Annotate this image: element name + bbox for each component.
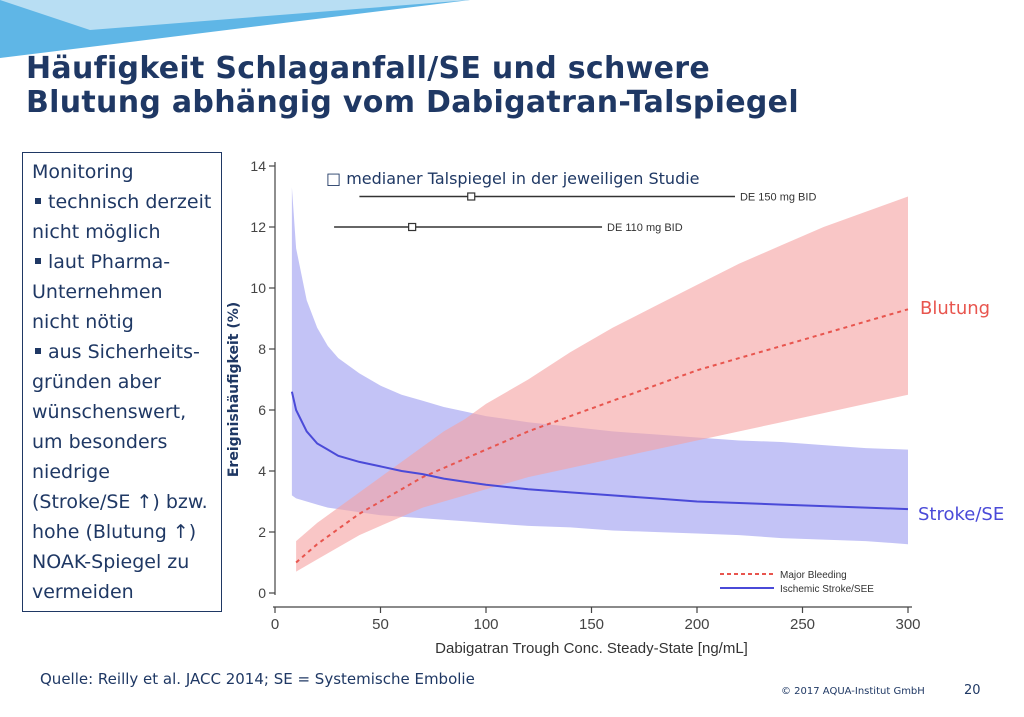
bullet-icon xyxy=(35,198,41,204)
monitoring-line: Monitoring xyxy=(32,157,221,187)
monitoring-line-text: technisch derzeit xyxy=(48,191,212,213)
page-number: 20 xyxy=(964,683,981,698)
monitoring-line-text: NOAK-Spiegel zu xyxy=(32,551,190,573)
event-rate-chart: 0 2 4 6 8 10 12 14 0 50 100 150 200 250 300 Dabigatran … xyxy=(226,158,1004,657)
bleeding-series-label: Blutung xyxy=(920,298,990,319)
slide-title-line-2: Blutung abhängig vom Dabigatran-Talspieg… xyxy=(26,85,799,120)
monitoring-line: gründen aber xyxy=(32,367,221,397)
bullet-icon xyxy=(35,348,41,354)
y-tick-label: 6 xyxy=(258,402,266,418)
monitoring-line-text: vermeiden xyxy=(32,581,134,603)
y-tick-label: 0 xyxy=(258,585,266,601)
monitoring-line: NOAK-Spiegel zu xyxy=(32,547,221,577)
monitoring-line: niedrige xyxy=(32,457,221,487)
monitoring-line-text: Unternehmen xyxy=(32,281,163,303)
median-annotation: □ medianer Talspiegel in der jeweiligen … xyxy=(326,169,700,188)
monitoring-line: hohe (Blutung ↑) xyxy=(32,517,221,547)
x-tick-label: 300 xyxy=(895,616,920,633)
bullet-icon xyxy=(35,258,41,264)
monitoring-line: aus Sicherheits- xyxy=(32,337,221,367)
y-tick-label: 10 xyxy=(250,280,266,296)
monitoring-line: wünschenswert, xyxy=(32,397,221,427)
x-tick-label: 50 xyxy=(372,616,389,633)
monitoring-line-text: um besonders xyxy=(32,431,168,453)
axes: 0 2 4 6 8 10 12 14 0 50 100 150 200 250 300 Dabigatran … xyxy=(226,158,921,657)
header-banner xyxy=(0,0,470,58)
monitoring-textbox: Monitoring technisch derzeit nicht möglich… xyxy=(22,152,222,612)
x-tick-label: 250 xyxy=(790,616,815,633)
stroke-line xyxy=(290,391,909,511)
source-citation: Quelle: Reilly et al. JACC 2014; SE = Sy… xyxy=(40,670,475,688)
monitoring-line-text: nicht nötig xyxy=(32,311,134,333)
monitoring-line: vermeiden xyxy=(32,577,221,607)
monitoring-line: Unternehmen xyxy=(32,277,221,307)
series-lines xyxy=(290,308,909,564)
y-tick-label: 2 xyxy=(258,524,266,540)
x-tick-label: 0 xyxy=(271,616,279,633)
x-axis-title: Dabigatran Trough Conc. Steady-State [ng… xyxy=(435,640,748,657)
monitoring-line-text: hohe (Blutung ↑) xyxy=(32,521,197,543)
chart-legend: Major Bleeding Ischemic Stroke/SEE xyxy=(720,570,874,595)
y-axis-title: Ereignishäufigkeit (%) xyxy=(226,302,242,477)
banner-light-band xyxy=(0,0,470,30)
monitoring-line: um besonders xyxy=(32,427,221,457)
monitoring-line-text: gründen aber xyxy=(32,371,161,393)
monitoring-line: laut Pharma- xyxy=(32,247,221,277)
y-tick-label: 12 xyxy=(250,219,266,235)
copyright-notice: © 2017 AQUA-Institut GmbH xyxy=(781,686,925,697)
y-tick-label: 4 xyxy=(258,463,266,479)
x-tick-label: 150 xyxy=(579,616,604,633)
median-marker xyxy=(467,192,476,201)
y-tick-label: 14 xyxy=(250,158,266,174)
monitoring-line-text: aus Sicherheits- xyxy=(48,341,200,363)
slide-title: Häufigkeit Schlaganfall/SE und schwere B… xyxy=(26,52,799,120)
confidence-bands xyxy=(291,187,909,572)
bleeding-line xyxy=(295,308,909,564)
x-tick-label: 200 xyxy=(684,616,709,633)
median-marker xyxy=(408,222,417,232)
dose-intervals: DE 150 mg BID DE 110 mg BID xyxy=(334,192,816,234)
chart-labels: □ medianer Talspiegel in der jeweiligen … xyxy=(326,169,1004,525)
monitoring-line-text: Monitoring xyxy=(32,161,134,183)
monitoring-line: technisch derzeit xyxy=(32,187,221,217)
monitoring-line-text: niedrige xyxy=(32,461,110,483)
stroke-series-label: Stroke/SE xyxy=(918,504,1004,525)
monitoring-line-text: laut Pharma- xyxy=(48,251,171,273)
monitoring-line: nicht nötig xyxy=(32,307,221,337)
legend-label: Ischemic Stroke/SEE xyxy=(780,584,874,595)
slide-title-line-1: Häufigkeit Schlaganfall/SE und schwere xyxy=(26,51,711,86)
monitoring-line: (Stroke/SE ↑) bzw. xyxy=(32,487,221,517)
dose-interval-label: DE 110 mg BID xyxy=(607,222,683,234)
monitoring-line-text: (Stroke/SE ↑) bzw. xyxy=(32,491,208,513)
legend-label: Major Bleeding xyxy=(780,570,847,581)
bleeding-confidence-band xyxy=(296,196,909,572)
y-tick-label: 8 xyxy=(258,341,266,357)
monitoring-line-text: nicht möglich xyxy=(32,221,161,243)
dose-interval-label: DE 150 mg BID xyxy=(740,192,816,204)
monitoring-line-text: wünschenswert, xyxy=(32,401,187,423)
monitoring-line: nicht möglich xyxy=(32,217,221,247)
x-tick-label: 100 xyxy=(473,616,498,633)
